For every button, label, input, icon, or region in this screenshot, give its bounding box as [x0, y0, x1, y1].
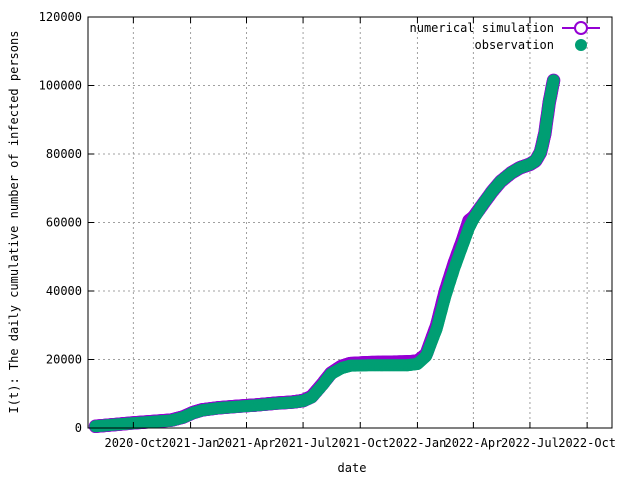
legend: numerical simulation observation — [410, 21, 600, 52]
tick-layer: 0 20000 40000 60000 80000 100000 120000 2020-Oc… — [39, 10, 616, 450]
observation-point — [547, 74, 560, 87]
y-tick-label: 0 — [75, 421, 82, 435]
y-axis-title: I(t): The daily cumulative number of inf… — [7, 31, 21, 414]
y-tick-label: 120000 — [39, 10, 82, 24]
legend-marker-observation — [575, 39, 587, 51]
legend-label-simulation: numerical simulation — [410, 21, 555, 35]
y-tick-label: 40000 — [46, 284, 82, 298]
y-tick-label: 100000 — [39, 79, 82, 93]
x-tick-label: 2021-Jul — [274, 436, 332, 450]
x-tick-label: 2021-Oct — [331, 436, 389, 450]
legend-label-observation: observation — [475, 38, 554, 52]
x-tick-label: 2021-Jan — [162, 436, 220, 450]
y-tick-label: 80000 — [46, 147, 82, 161]
y-tick-label: 60000 — [46, 216, 82, 230]
x-tick-label: 2020-Oct — [104, 436, 162, 450]
x-axis-title: date — [338, 461, 367, 475]
x-tick-label: 2021-Apr — [218, 436, 276, 450]
y-tick-label: 20000 — [46, 353, 82, 367]
x-tick-label: 2022-Oct — [558, 436, 616, 450]
x-tick-label: 2022-Jul — [501, 436, 559, 450]
data-layer — [88, 73, 561, 434]
x-tick-label: 2022-Jan — [389, 436, 447, 450]
legend-marker-simulation — [574, 21, 588, 35]
x-tick-label: 2022-Apr — [444, 436, 502, 450]
